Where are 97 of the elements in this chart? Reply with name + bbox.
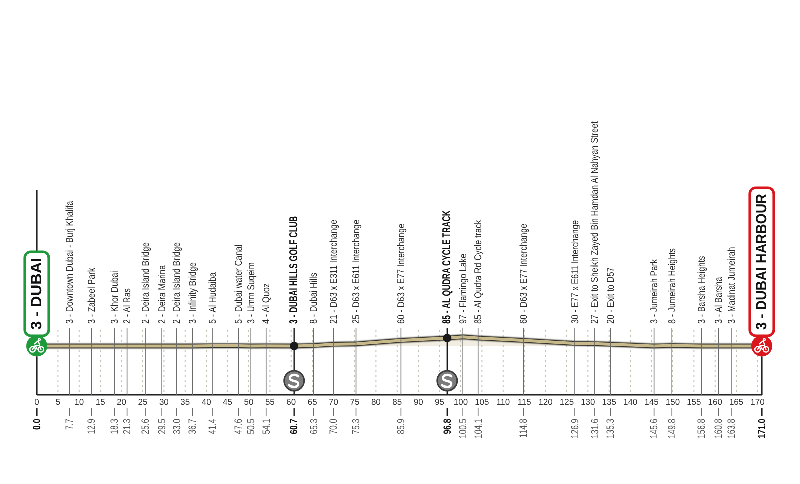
x-tick-label: 40 — [202, 397, 212, 407]
data-label: 3 - Umm Suqeim — [246, 262, 257, 324]
x2-tick-label: 47.6 — [233, 419, 244, 434]
x2-tick-label: 70.0 — [328, 419, 340, 434]
data-label: 3 - Jumeirah Park — [648, 259, 660, 324]
x2-tick-label: 171.0 — [756, 419, 768, 439]
x2-tick-label: 126.9 — [569, 419, 581, 439]
data-label: 3 - Infinity Bridge — [187, 262, 198, 324]
data-label: 3 - Downtown Dubai - Burj Khalifa — [64, 200, 76, 324]
x2-tick-label: 149.8 — [666, 419, 678, 439]
x-tick-label: 85 — [392, 397, 402, 407]
x2-tick-label: 29.5 — [156, 419, 168, 434]
x-tick-label: 115 — [518, 397, 532, 407]
x2-tick-label: 96.8 — [442, 419, 454, 434]
x2-tick-label: 131.6 — [589, 419, 601, 439]
x2-tick-label: 25.6 — [140, 419, 152, 434]
x2-tick-label: 160.8 — [713, 419, 724, 439]
data-label: 2 - Deira Island Bridge — [140, 242, 152, 324]
x2-tick-label: 21.3 — [122, 419, 133, 434]
x2-tick-label: 100.5 — [457, 419, 469, 439]
data-label: 3 - Zabeel Park — [86, 268, 98, 324]
x-tick-label: 55 — [265, 397, 276, 407]
x-tick-label: 150 — [666, 397, 680, 407]
x-tick-label: 75 — [350, 397, 360, 407]
data-label: 2 - Deira Marina — [156, 264, 168, 324]
data-label: 97 - Flamingo Lake — [458, 254, 469, 324]
x-tick-label: 135 — [602, 397, 617, 407]
data-label: 60 - D63 x E77 Interchange — [396, 224, 407, 324]
x2-tick-label: 33.0 — [171, 419, 183, 434]
x-tick-label: 140 — [623, 397, 638, 407]
x-tick-label: 90 — [414, 397, 424, 407]
x-tick-label: 160 — [708, 397, 723, 407]
data-label: 3 - Al Barsha — [713, 276, 724, 324]
x-tick-label: 95 — [435, 397, 445, 407]
x-tick-label: 5 — [56, 397, 61, 407]
data-label: 4 - Al Quoz — [260, 283, 272, 324]
x2-tick-label: 41.4 — [206, 419, 218, 434]
x2-tick-label: 75.3 — [350, 419, 362, 434]
x-tick-label: 100 — [454, 397, 468, 407]
x-tick-label: 0 — [34, 397, 40, 407]
x2-tick-label: 65.3 — [308, 419, 320, 434]
x2-tick-label: 12.9 — [86, 419, 98, 434]
x-tick-label: 45 — [223, 397, 233, 407]
data-label: 8 - Jumeirah Heights — [666, 248, 678, 324]
data-label: 20 - Exit to D57 — [605, 268, 616, 324]
x2-tick-label: 135.3 — [604, 419, 616, 439]
data-label: 85 - Al Qudra Rd Cycle track — [472, 220, 484, 324]
x2-tick-label: 36.7 — [186, 419, 198, 434]
data-label: 3 - Khor Dubai — [109, 271, 120, 324]
data-label: 2 - Al Ras — [122, 288, 133, 324]
x2-tick-label: 0.0 — [31, 419, 43, 430]
data-label: 2 - Deira Island Bridge — [171, 242, 182, 324]
x2-tick-label: 114.8 — [518, 419, 530, 438]
x-tick-label: 110 — [496, 397, 510, 407]
x-tick-label: 60 — [286, 397, 296, 407]
x2-tick-label: 104.1 — [472, 419, 484, 439]
x2-tick-label: 85.9 — [396, 419, 407, 434]
data-label: 3 - DUBAI HILLS GOLF CLUB — [288, 216, 301, 324]
x2-tick-label: 145.6 — [648, 419, 660, 439]
data-label: 8 - Dubai Hills — [308, 272, 320, 324]
x-tick-label: 125 — [560, 397, 574, 407]
x-tick-label: 80 — [371, 397, 382, 407]
x2-tick-label: 156.8 — [696, 419, 708, 439]
data-label: 27 - Exit to Sheikh Zayed Bin Hamdan Al Nahyan Street — [589, 121, 600, 324]
data-label: 25 - D63 x E611 Interchange — [350, 220, 362, 324]
x2-tick-label: 7.7 — [64, 419, 76, 430]
data-label: 5 - Dubai water Canal — [233, 244, 244, 324]
data-label: 85 - AL QUDRA CYCLE TRACK — [440, 210, 454, 324]
x-tick-label: 70 — [329, 397, 339, 407]
x-tick-label: 65 — [308, 397, 318, 407]
x-tick-label: 25 — [138, 397, 148, 407]
data-label: 3 - DUBAI — [28, 258, 46, 330]
data-label: 60 - D63 x E77 Interchange — [518, 224, 530, 324]
x-tick-label: 50 — [244, 397, 254, 407]
x-tick-label: 155 — [687, 397, 702, 407]
x2-tick-label: 60.7 — [288, 419, 300, 434]
x-tick-label: 130 — [581, 397, 596, 407]
x2-tick-label: 163.8 — [726, 419, 738, 439]
data-label: 3 - DUBAI HARBOUR — [754, 180, 770, 330]
x-tick-label: 105 — [475, 397, 490, 407]
x-tick-label: 30 — [159, 397, 170, 407]
x-tick-label: 145 — [644, 397, 660, 407]
x-tick-label: 35 — [180, 397, 190, 407]
data-label: 21 - D63 x E311 Interchange — [328, 220, 340, 324]
x-tick-label: 120 — [538, 397, 554, 407]
x2-tick-label: 18.3 — [108, 419, 120, 434]
x-tick-label: 170 — [750, 397, 766, 407]
data-label: 5 - Al Hudaiba — [207, 272, 218, 324]
x-tick-label: 15 — [96, 397, 106, 407]
x-tick-label: 20 — [117, 397, 127, 407]
x-tick-label: 165 — [729, 397, 744, 407]
x-tick-label: 10 — [74, 397, 84, 407]
data-label: 30 - E77 x E611 Interchange — [570, 220, 580, 324]
data-label: 3 - Madinat Jumeirah — [726, 247, 737, 324]
data-label: 3 - Barsha Heights — [696, 256, 708, 324]
x2-tick-label: 50.5 — [245, 419, 257, 434]
x2-tick-label: 54.1 — [260, 419, 272, 434]
